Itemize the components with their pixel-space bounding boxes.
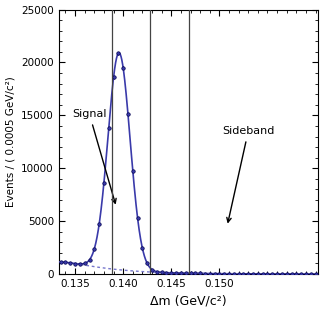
X-axis label: Δm (GeV/c²): Δm (GeV/c²) [150, 295, 227, 307]
Y-axis label: Events / ( 0.0005 GeV/c²): Events / ( 0.0005 GeV/c²) [6, 76, 16, 207]
Text: Sideband: Sideband [222, 126, 274, 222]
Text: Signal: Signal [72, 110, 116, 203]
